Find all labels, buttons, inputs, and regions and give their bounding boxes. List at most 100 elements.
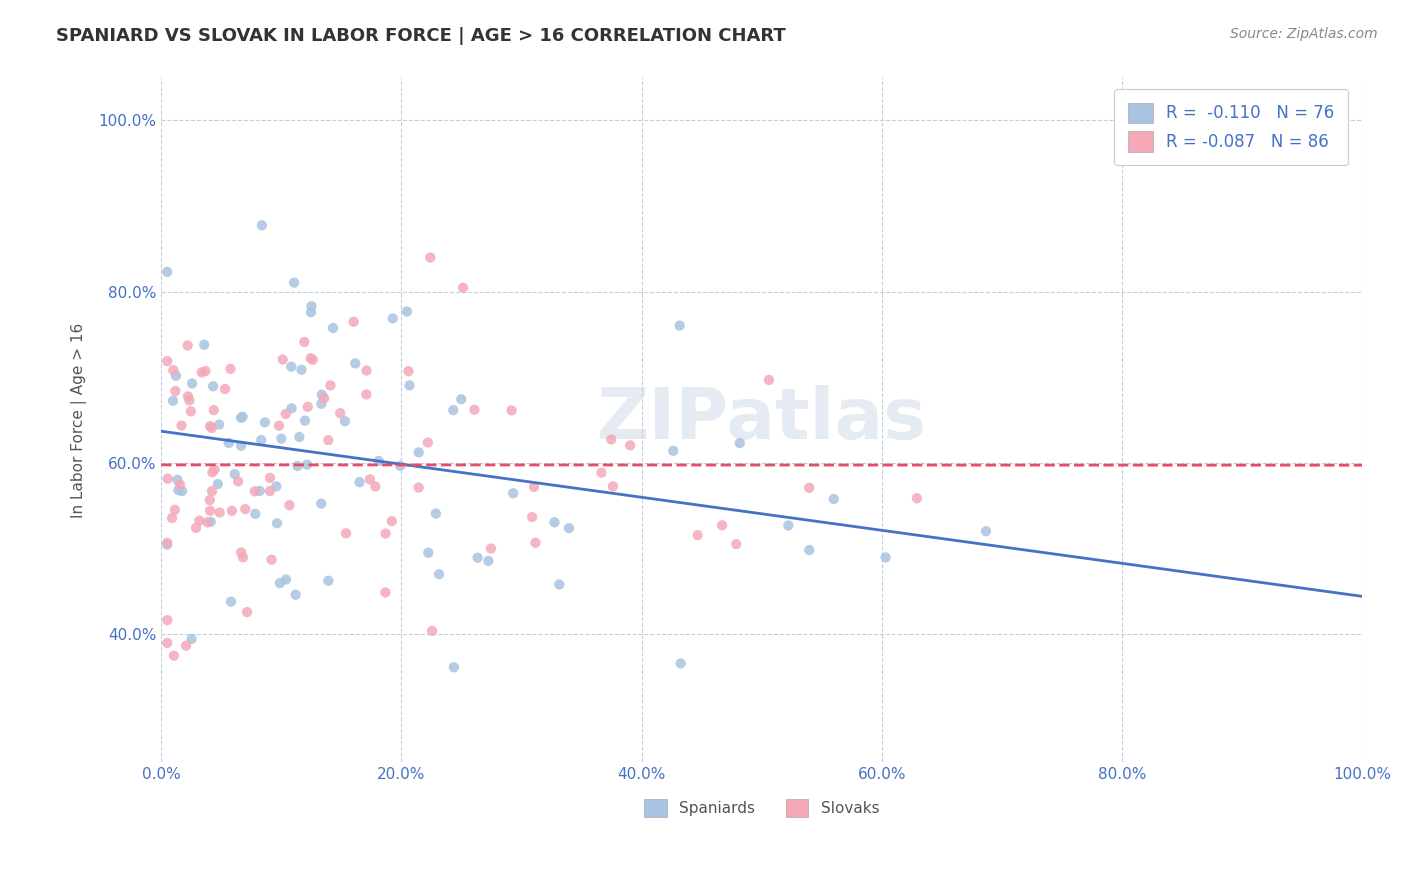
Point bbox=[335, 526, 357, 541]
Point bbox=[823, 491, 845, 506]
Point bbox=[250, 433, 273, 447]
Point bbox=[219, 594, 242, 608]
Point bbox=[543, 516, 565, 530]
Point bbox=[294, 414, 316, 428]
Point bbox=[420, 624, 443, 638]
Point bbox=[477, 554, 499, 568]
Point bbox=[292, 334, 315, 349]
Y-axis label: In Labor Force | Age > 16: In Labor Force | Age > 16 bbox=[72, 322, 87, 517]
Point bbox=[166, 473, 188, 487]
Point bbox=[278, 498, 301, 512]
Point bbox=[177, 389, 200, 403]
Point bbox=[160, 511, 183, 525]
Point bbox=[167, 483, 190, 497]
Point bbox=[319, 378, 342, 392]
Point bbox=[333, 414, 356, 428]
Point bbox=[229, 545, 252, 559]
Point bbox=[274, 407, 297, 421]
Point bbox=[602, 479, 624, 493]
Point bbox=[284, 588, 307, 602]
Point bbox=[520, 510, 543, 524]
Point bbox=[311, 397, 333, 411]
Point bbox=[163, 502, 186, 516]
Point bbox=[270, 432, 292, 446]
Point bbox=[974, 524, 997, 539]
Point bbox=[451, 281, 474, 295]
Point bbox=[523, 480, 546, 494]
Point bbox=[329, 406, 352, 420]
Point bbox=[179, 393, 201, 408]
Text: SPANIARD VS SLOVAK IN LABOR FORCE | AGE > 16 CORRELATION CHART: SPANIARD VS SLOVAK IN LABOR FORCE | AGE … bbox=[56, 27, 786, 45]
Point bbox=[232, 550, 254, 565]
Point bbox=[301, 352, 323, 367]
Point bbox=[156, 265, 179, 279]
Point bbox=[200, 515, 222, 529]
Point bbox=[398, 364, 420, 378]
Point bbox=[219, 361, 242, 376]
Point bbox=[374, 526, 396, 541]
Point bbox=[156, 536, 179, 550]
Point bbox=[356, 387, 378, 401]
Point bbox=[172, 484, 194, 499]
Point bbox=[309, 497, 332, 511]
Point bbox=[408, 481, 430, 495]
Point bbox=[229, 439, 252, 453]
Point bbox=[501, 403, 523, 417]
Point bbox=[381, 311, 404, 326]
Point bbox=[221, 504, 243, 518]
Point bbox=[381, 514, 404, 528]
Point bbox=[208, 417, 231, 432]
Point bbox=[174, 639, 197, 653]
Point bbox=[201, 466, 224, 480]
Point bbox=[267, 418, 290, 433]
Point bbox=[295, 458, 318, 472]
Point bbox=[180, 632, 202, 646]
Point bbox=[374, 585, 396, 599]
Point bbox=[156, 613, 179, 627]
Point bbox=[249, 483, 271, 498]
Point bbox=[201, 421, 224, 435]
Point bbox=[725, 537, 748, 551]
Point bbox=[479, 541, 502, 556]
Point bbox=[778, 518, 800, 533]
Point bbox=[344, 356, 367, 370]
Point bbox=[758, 373, 780, 387]
Point bbox=[214, 382, 236, 396]
Point bbox=[905, 491, 928, 506]
Point bbox=[181, 376, 204, 391]
Point bbox=[202, 379, 225, 393]
Point bbox=[427, 567, 450, 582]
Point bbox=[218, 436, 240, 450]
Point bbox=[162, 363, 184, 377]
Text: ZIPatlas: ZIPatlas bbox=[596, 385, 927, 454]
Point bbox=[259, 483, 281, 498]
Point bbox=[367, 454, 389, 468]
Point bbox=[260, 552, 283, 566]
Point bbox=[711, 518, 734, 533]
Text: Source: ZipAtlas.com: Source: ZipAtlas.com bbox=[1230, 27, 1378, 41]
Point bbox=[169, 477, 191, 491]
Point bbox=[280, 359, 302, 374]
Point bbox=[441, 403, 464, 417]
Point bbox=[450, 392, 472, 407]
Point bbox=[245, 507, 267, 521]
Point bbox=[201, 484, 224, 499]
Point bbox=[416, 435, 439, 450]
Point bbox=[224, 467, 246, 482]
Point bbox=[425, 507, 447, 521]
Point bbox=[311, 388, 333, 402]
Point bbox=[170, 418, 193, 433]
Point bbox=[280, 401, 302, 416]
Point bbox=[266, 479, 288, 493]
Point bbox=[318, 574, 340, 588]
Point bbox=[322, 321, 344, 335]
Point bbox=[668, 318, 690, 333]
Point bbox=[728, 436, 751, 450]
Point bbox=[188, 514, 211, 528]
Point bbox=[398, 378, 420, 392]
Point bbox=[359, 472, 381, 486]
Point bbox=[165, 368, 187, 383]
Point bbox=[233, 502, 256, 516]
Point bbox=[202, 403, 225, 417]
Point bbox=[204, 462, 226, 476]
